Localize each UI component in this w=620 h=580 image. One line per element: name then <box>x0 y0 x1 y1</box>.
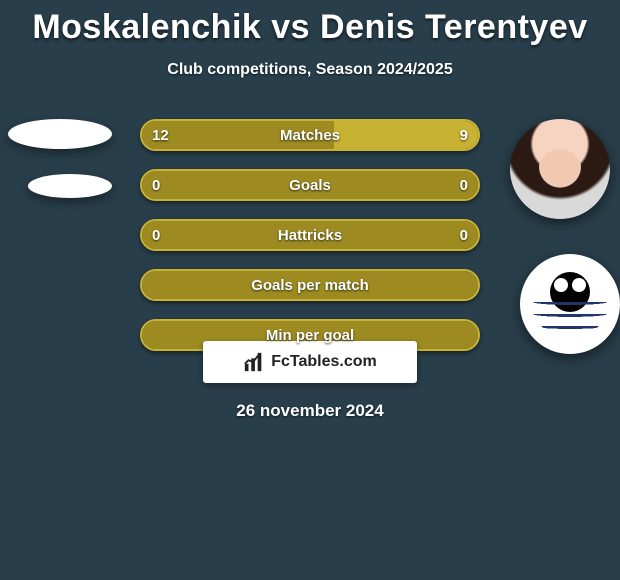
stat-bar-value-left: 0 <box>152 171 160 199</box>
club-right-avatar <box>520 254 620 354</box>
club-left-placeholder <box>28 174 112 198</box>
stat-bar-label: Goals <box>142 171 478 199</box>
stat-bars: Matches129Goals00Hattricks00Goals per ma… <box>140 119 480 369</box>
stat-bar-value-right: 0 <box>460 171 468 199</box>
comparison-stage: Matches129Goals00Hattricks00Goals per ma… <box>0 79 620 559</box>
club-logo-waves-icon <box>532 302 608 336</box>
player-left-placeholder <box>8 119 112 149</box>
stat-bar-label: Matches <box>142 121 478 149</box>
stat-bar: Matches12 9 <box>140 119 480 151</box>
stat-bar-value-right: 9 <box>460 121 468 149</box>
stat-bar-value-right: 0 <box>460 221 468 249</box>
snapshot-date: 26 november 2024 <box>0 401 620 421</box>
bar-chart-icon <box>243 351 265 373</box>
stat-bar-label: Hattricks <box>142 221 478 249</box>
stat-bar: Min per goal <box>140 319 480 351</box>
club-right-logo <box>532 264 608 344</box>
player-right-avatar <box>510 119 610 219</box>
stat-bar: Hattricks0 0 <box>140 219 480 251</box>
stat-bar-label: Min per goal <box>142 321 478 349</box>
stat-bar-value-left: 0 <box>152 221 160 249</box>
page-subtitle: Club competitions, Season 2024/2025 <box>0 61 620 79</box>
stat-bar-label: Goals per match <box>142 271 478 299</box>
stat-bar: Goals per match <box>140 269 480 301</box>
brand-label: FcTables.com <box>271 353 377 371</box>
page-title: Moskalenchik vs Denis Terentyev <box>0 0 620 47</box>
stat-bar: Goals0 0 <box>140 169 480 201</box>
stat-bar-value-left: 12 <box>152 121 169 149</box>
